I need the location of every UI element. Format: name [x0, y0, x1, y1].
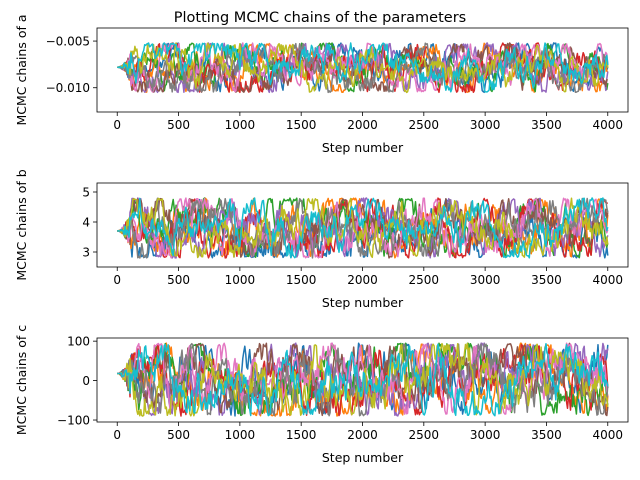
y-tick-label: −0.005 [46, 34, 90, 48]
x-tick-label: 2000 [347, 273, 378, 287]
subplots: 0 500 1000 1500 2000 2500 3000 3500 4000−0.005−0… [14, 14, 629, 465]
walker-line-a-10 [117, 42, 609, 93]
figure-title: Plotting MCMC chains of the parameters [174, 10, 466, 26]
y-tick-label: 5 [82, 185, 90, 199]
y-tick-label: 100 [67, 334, 90, 348]
x-tick-label: 0 [113, 273, 121, 287]
x-tick-label: 500 [167, 118, 190, 132]
subplot-b: 0 500 1000 1500 2000 2500 3000 3500 4000 3 4 5 Step … [14, 169, 629, 310]
x-tick-label: 1500 [286, 118, 317, 132]
x-tick-label: 0 [113, 428, 121, 442]
x-tick-label: 1500 [286, 428, 317, 442]
x-tick-label: 2000 [347, 428, 378, 442]
x-tick-label: 2000 [347, 118, 378, 132]
subplot-a: 0 500 1000 1500 2000 2500 3000 3500 4000 −0.005 −0… [14, 14, 629, 155]
x-tick-label: 3000 [470, 428, 501, 442]
x-tick-label: 1500 [286, 273, 317, 287]
walker-line-a-9 [117, 42, 609, 94]
x-tick-label: 4000 [592, 273, 623, 287]
x-tick-label: 3000 [470, 273, 501, 287]
y-axis-label: MCMC chains of a [14, 14, 29, 125]
walker-line-b-10 [117, 197, 609, 259]
x-tick-label: 500 [167, 428, 190, 442]
x-axis-label: Step number [322, 140, 404, 155]
y-tick-label: 4 [82, 215, 90, 229]
x-tick-label: 2500 [409, 118, 440, 132]
x-tick-label: 1000 [225, 428, 256, 442]
walker-line-a-7 [117, 42, 609, 93]
walker-line-c-9 [116, 342, 609, 417]
x-tick-label: 2500 [409, 428, 440, 442]
x-tick-label: 3500 [531, 118, 562, 132]
y-tick-label: −100 [57, 413, 90, 427]
x-tick-label: 4000 [592, 118, 623, 132]
x-axis-label: Step number [322, 450, 404, 465]
y-tick-label: 0 [82, 374, 90, 388]
x-tick-label: 4000 [592, 428, 623, 442]
walker-line-c-8 [117, 342, 609, 417]
walker-line-a-8 [117, 42, 609, 94]
x-axis-label: Step number [322, 295, 404, 310]
y-tick-label: −0.010 [46, 81, 90, 95]
x-tick-label: 1000 [225, 273, 256, 287]
x-tick-label: 3500 [531, 428, 562, 442]
y-axis-label: MCMC chains of c [14, 325, 29, 435]
x-tick-label: 3500 [531, 273, 562, 287]
walker-line-c-10 [117, 342, 609, 417]
x-tick-label: 3000 [470, 118, 501, 132]
x-tick-label: 1000 [225, 118, 256, 132]
subplot-c: 0 500 1000 1500 2000 2500 3000 3500 4000 −100 0 100… [14, 325, 629, 465]
x-tick-label: 0 [113, 118, 121, 132]
y-tick-label: 3 [82, 245, 90, 259]
walker-line-b-8 [117, 197, 609, 259]
y-axis-label: MCMC chains of b [14, 169, 29, 280]
x-tick-label: 500 [167, 273, 190, 287]
x-tick-label: 2500 [409, 273, 440, 287]
